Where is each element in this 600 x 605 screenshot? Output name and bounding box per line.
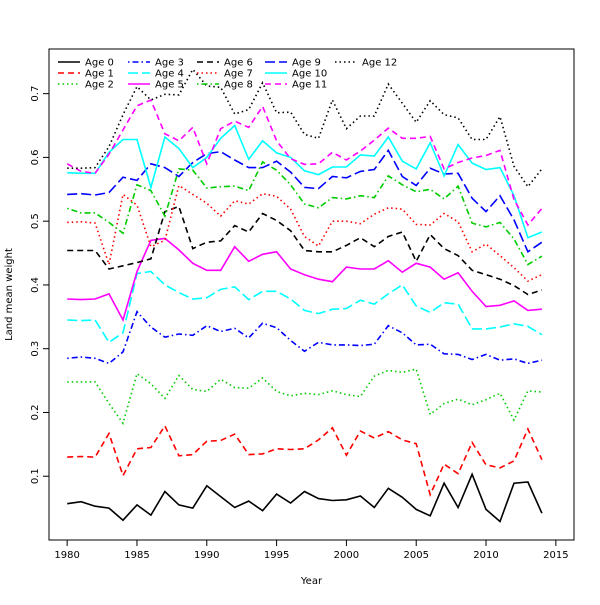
legend-label: Age 10 [292, 69, 327, 80]
x-tick-label: 1990 [194, 550, 219, 561]
y-tick-label: 0.5 [30, 213, 41, 229]
x-tick-label: 2000 [334, 550, 359, 561]
series-line-age-10 [67, 124, 543, 239]
series-line-age-1 [67, 424, 543, 498]
y-tick-label: 0.6 [30, 149, 41, 165]
series-line-age-7 [67, 184, 543, 283]
legend-label: Age 5 [155, 80, 184, 91]
plot-frame [48, 48, 575, 541]
series-line-age-6 [67, 205, 543, 296]
y-tick-label: 0.1 [30, 468, 41, 484]
series-line-age-8 [66, 160, 543, 266]
series-line-age-11 [66, 98, 543, 227]
legend-label: Age 3 [155, 58, 184, 69]
legend-label: Age 9 [292, 58, 321, 69]
legend-label: Age 6 [224, 58, 253, 69]
legend-label: Age 7 [224, 69, 253, 80]
series-line-age-4 [67, 270, 543, 344]
x-tick-label: 1985 [124, 550, 149, 561]
y-tick-label: 0.7 [30, 86, 41, 102]
series-line-age-2 [67, 368, 542, 426]
y-axis-label: Land mean weight [4, 248, 15, 341]
series-line-age-5 [67, 237, 542, 323]
x-tick-label: 2015 [543, 550, 568, 561]
legend-label: Age 2 [85, 80, 114, 91]
legend-label: Age 12 [362, 58, 397, 69]
x-axis-label: Year [300, 576, 323, 587]
series-line-age-3 [67, 310, 543, 365]
x-tick-label: 1980 [54, 550, 79, 561]
y-tick-label: 0.3 [30, 341, 41, 357]
legend-label: Age 1 [85, 69, 114, 80]
series-line-age-0 [67, 472, 543, 523]
y-tick-label: 0.2 [30, 405, 41, 421]
x-tick-label: 1995 [264, 550, 289, 561]
legend-label: Age 4 [155, 69, 184, 80]
x-tick-label: 2005 [403, 550, 428, 561]
legend-label: Age 8 [224, 80, 253, 91]
legend-label: Age 11 [292, 80, 327, 91]
series-line-age-9 [67, 148, 543, 254]
y-tick-label: 0.4 [30, 277, 41, 293]
legend-label: Age 0 [85, 58, 114, 69]
x-tick-label: 2010 [473, 550, 498, 561]
